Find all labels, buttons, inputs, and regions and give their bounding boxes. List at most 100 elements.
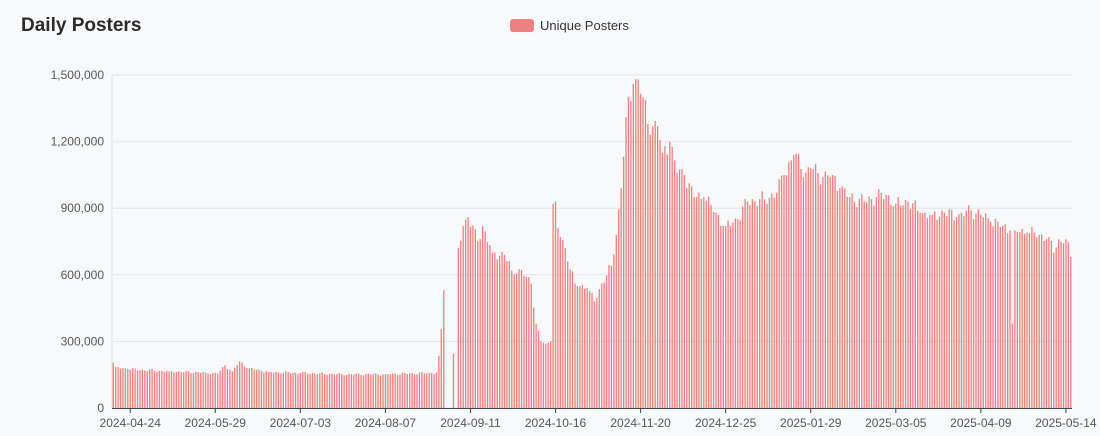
bar	[472, 225, 474, 408]
bar	[350, 374, 353, 408]
legend[interactable]: Unique Posters	[510, 18, 629, 33]
bar	[114, 366, 117, 408]
bar	[382, 374, 384, 408]
bar	[282, 372, 285, 408]
bar	[851, 193, 853, 408]
bar	[637, 79, 639, 408]
bar	[729, 225, 732, 408]
bar	[768, 197, 771, 408]
bar	[401, 372, 404, 408]
bar	[994, 218, 997, 408]
bar	[1031, 227, 1033, 408]
bar	[673, 160, 676, 408]
bar	[926, 217, 929, 408]
bar	[1067, 242, 1070, 408]
bar	[632, 83, 634, 408]
bar	[732, 222, 734, 408]
bar	[207, 373, 209, 408]
bar	[620, 188, 622, 408]
bar	[392, 373, 394, 408]
bar	[666, 154, 669, 408]
bar	[630, 100, 632, 408]
bar	[299, 372, 302, 408]
bar	[688, 183, 690, 408]
bar	[817, 173, 819, 408]
bar	[486, 242, 489, 408]
bar	[574, 283, 576, 408]
bar	[1021, 228, 1023, 408]
bar	[904, 199, 907, 408]
bar	[836, 190, 839, 408]
bar	[413, 374, 416, 408]
bar	[161, 370, 163, 408]
bar	[868, 196, 870, 408]
bar	[508, 261, 511, 408]
bar	[136, 370, 139, 408]
bar	[848, 197, 851, 408]
bar	[426, 373, 428, 408]
bar	[501, 251, 503, 408]
bar	[671, 146, 673, 409]
bar	[780, 175, 783, 408]
bar	[800, 168, 802, 408]
bar	[387, 374, 389, 408]
bar	[610, 265, 613, 408]
bar	[754, 201, 756, 408]
bar	[530, 283, 532, 408]
bar	[982, 217, 984, 408]
bar	[895, 203, 897, 408]
legend-label: Unique Posters	[540, 18, 629, 33]
bar	[707, 196, 710, 408]
bar	[1038, 234, 1040, 408]
bar	[260, 371, 263, 408]
bar	[272, 372, 275, 408]
bar	[372, 374, 374, 408]
bar	[277, 372, 280, 408]
bar	[428, 372, 430, 408]
bar	[581, 284, 583, 408]
bar	[683, 174, 686, 408]
bar	[1055, 247, 1057, 408]
bar	[309, 373, 311, 408]
bar	[941, 210, 943, 408]
bar	[170, 371, 173, 408]
bar	[1002, 225, 1004, 408]
bar	[153, 370, 156, 408]
bar	[362, 375, 365, 408]
bar	[554, 201, 557, 408]
bar	[248, 368, 250, 408]
x-tick-label: 2024-08-07	[355, 416, 417, 430]
bar	[992, 226, 994, 408]
bar	[396, 375, 399, 408]
bar	[965, 210, 967, 408]
bar	[195, 371, 197, 408]
bar	[231, 371, 233, 408]
bar	[639, 93, 642, 409]
bar	[474, 229, 477, 408]
bar	[129, 369, 131, 408]
bar	[936, 219, 938, 408]
bar	[931, 214, 933, 408]
bar	[241, 362, 243, 408]
bar	[921, 213, 924, 408]
bar	[761, 191, 763, 408]
bar	[917, 210, 919, 408]
bar	[316, 374, 319, 408]
bar	[827, 175, 829, 408]
y-tick-label: 0	[97, 401, 104, 415]
bar	[418, 372, 421, 408]
bar	[477, 241, 479, 408]
bar	[972, 219, 975, 408]
x-tick-label: 2024-04-24	[100, 416, 162, 430]
bar	[766, 203, 768, 408]
bar	[987, 218, 989, 408]
bar	[596, 297, 598, 408]
bar	[912, 203, 914, 408]
bar	[1028, 232, 1031, 408]
bar	[149, 369, 151, 408]
bar	[742, 206, 744, 408]
bar	[678, 169, 681, 408]
bar	[605, 275, 608, 408]
bar	[168, 371, 170, 408]
bar	[430, 372, 433, 408]
